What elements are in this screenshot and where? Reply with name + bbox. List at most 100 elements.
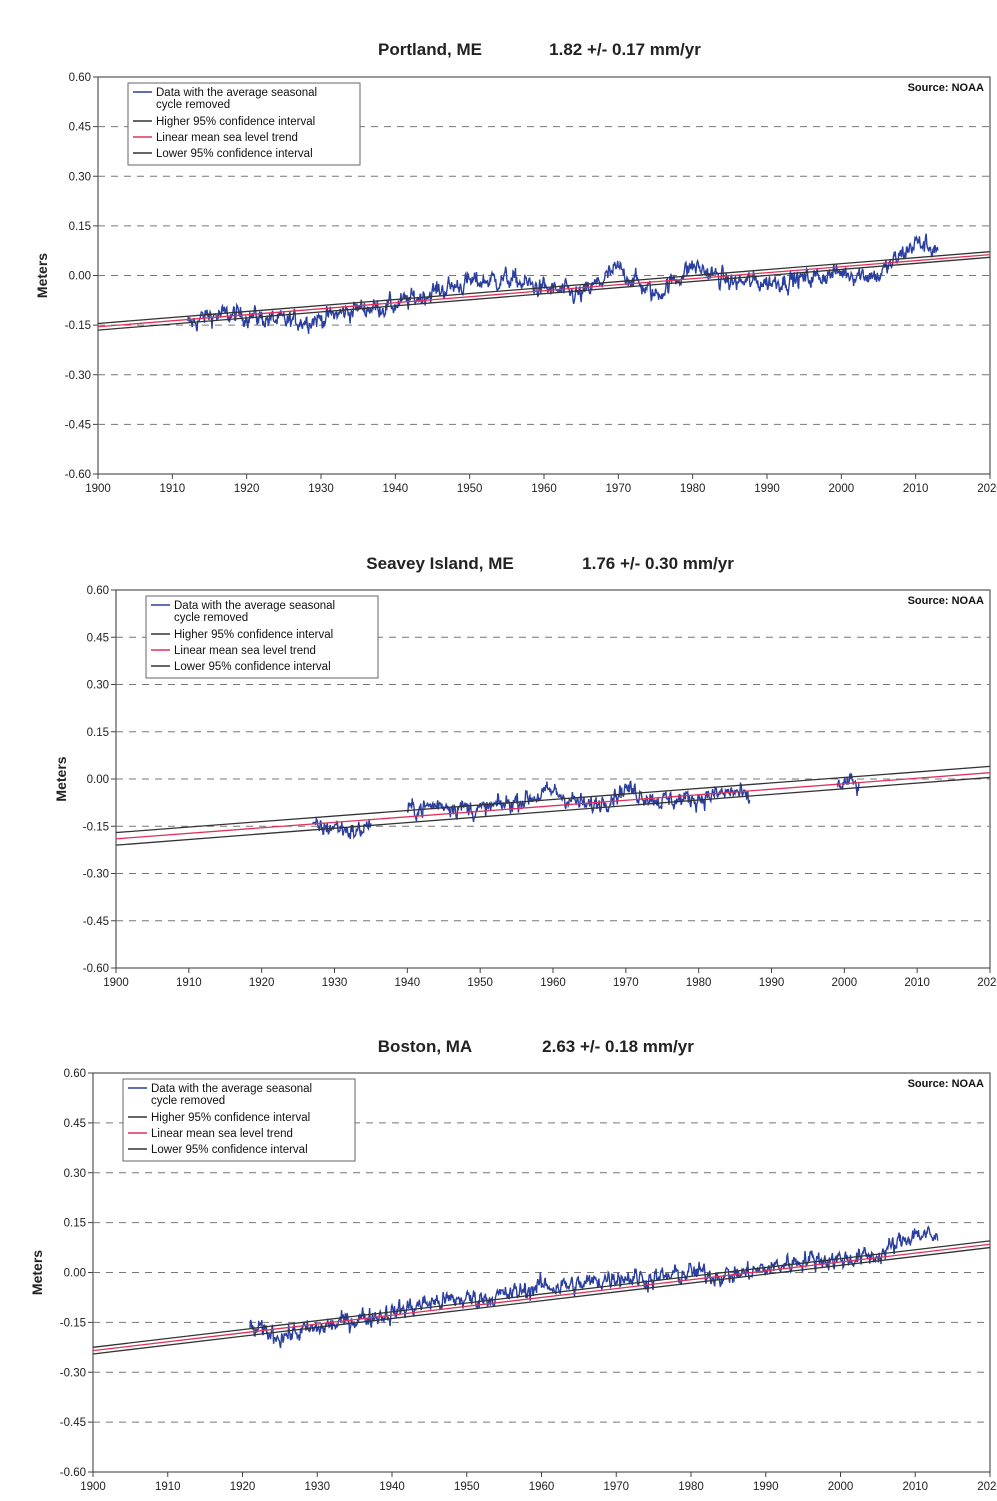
y-tick-label: 0.30 (69, 171, 91, 183)
legend-entry: Data with the average seasonal (156, 87, 317, 99)
x-tick-label: 1980 (686, 977, 712, 989)
y-tick-label: 0.30 (87, 680, 109, 692)
legend-entry: cycle removed (151, 1095, 225, 1107)
legend-entry: Higher 95% confidence interval (156, 116, 315, 128)
y-tick-label: -0.15 (60, 1317, 86, 1329)
x-tick-label: 1900 (103, 977, 129, 989)
y-tick-label: 0.00 (87, 774, 109, 786)
trend-label: 1.76 +/- 0.30 mm/yr (582, 554, 734, 573)
x-tick-label: 1910 (160, 483, 186, 495)
x-tick-label: 1970 (603, 1481, 629, 1493)
y-tick-label: -0.15 (83, 821, 109, 833)
y-tick-label: -0.45 (83, 916, 109, 928)
confidence-line (97, 256, 991, 331)
y-axis-label: Meters (29, 1250, 45, 1295)
x-tick-label: 1910 (176, 977, 202, 989)
x-tick-label: 1920 (230, 1481, 256, 1493)
y-tick-label: 0.30 (64, 1168, 86, 1180)
data-series-line (186, 233, 939, 334)
y-tick-label: -0.15 (65, 320, 91, 332)
chart-title: Boston, MA (378, 1037, 472, 1056)
x-tick-label: 1930 (304, 1481, 330, 1493)
legend-entry: Lower 95% confidence interval (174, 661, 331, 673)
legend-entry: Data with the average seasonal (151, 1083, 312, 1095)
chart-1: Portland, ME 1.82 +/- 0.17 mm/yr 0.60 0.45 0… (34, 40, 997, 495)
x-tick-label: 2000 (832, 977, 858, 989)
x-tick-label: 1950 (467, 977, 493, 989)
confidence-line (92, 1240, 991, 1348)
x-tick-label: 1990 (759, 977, 785, 989)
data-series-line (249, 1225, 939, 1349)
source-label: Source: NOAA (908, 1078, 984, 1090)
x-tick-label: 1950 (457, 483, 483, 495)
x-tick-label: 1910 (155, 1481, 181, 1493)
x-tick-label: 1920 (234, 483, 260, 495)
y-tick-label: 0.15 (64, 1218, 86, 1230)
trend-label: 2.63 +/- 0.18 mm/yr (542, 1037, 694, 1056)
x-tick-label: 1900 (85, 483, 111, 495)
y-tick-label: -0.30 (83, 869, 109, 881)
confidence-line (97, 251, 991, 325)
legend-entry: Higher 95% confidence interval (174, 629, 333, 641)
y-tick-label: 0.60 (87, 585, 109, 597)
trend-line (115, 772, 991, 840)
x-tick-label: 2010 (904, 977, 930, 989)
y-tick-label: 0.45 (87, 632, 109, 644)
x-tick-label: 1970 (613, 977, 639, 989)
chart-3: Boston, MA 2.63 +/- 0.18 mm/yr 0.60 0.45 0.3… (29, 1037, 997, 1493)
confidence-line (115, 765, 991, 834)
data-series-line (836, 772, 860, 796)
y-tick-label: -0.60 (60, 1467, 86, 1479)
y-tick-label: 0.45 (64, 1118, 86, 1130)
y-tick-label: -0.30 (65, 370, 91, 382)
x-tick-label: 2000 (829, 483, 855, 495)
y-axis-label: Meters (34, 253, 50, 298)
y-tick-label: 0.15 (69, 221, 91, 233)
trend-line (97, 254, 991, 328)
x-tick-label: 2020 (977, 1481, 997, 1493)
chart-2: Seavey Island, ME 1.76 +/- 0.30 mm/yr 0.60… (53, 554, 997, 989)
y-tick-label: -0.45 (60, 1417, 86, 1429)
x-tick-label: 1950 (454, 1481, 480, 1493)
x-tick-label: 2010 (902, 1481, 928, 1493)
legend-entry: Lower 95% confidence interval (156, 148, 313, 160)
x-tick-label: 1980 (678, 1481, 704, 1493)
trend-line (92, 1243, 991, 1352)
source-label: Source: NOAA (908, 82, 984, 94)
y-tick-label: 0.60 (64, 1068, 86, 1080)
y-tick-label: 0.15 (87, 727, 109, 739)
x-tick-label: 1920 (249, 977, 275, 989)
legend-entry: Data with the average seasonal (174, 600, 335, 612)
y-tick-label: -0.60 (83, 963, 109, 975)
x-tick-label: 1990 (754, 483, 780, 495)
y-tick-label: 0.60 (69, 72, 91, 84)
x-tick-label: 1940 (395, 977, 421, 989)
x-tick-label: 1930 (322, 977, 348, 989)
confidence-line (92, 1246, 991, 1355)
x-tick-label: 1960 (529, 1481, 555, 1493)
x-tick-label: 1990 (753, 1481, 779, 1493)
chart-title: Seavey Island, ME (366, 554, 513, 573)
trend-label: 1.82 +/- 0.17 mm/yr (549, 40, 701, 59)
legend-entry: Lower 95% confidence interval (151, 1144, 308, 1156)
chart-title: Portland, ME (378, 40, 482, 59)
y-tick-label: -0.60 (65, 469, 91, 481)
y-axis-label: Meters (53, 756, 69, 801)
x-tick-label: 1930 (308, 483, 334, 495)
x-tick-label: 2010 (903, 483, 929, 495)
x-tick-label: 1970 (606, 483, 632, 495)
y-tick-label: -0.45 (65, 419, 91, 431)
legend-entry: Higher 95% confidence interval (151, 1112, 310, 1124)
y-tick-label: -0.30 (60, 1367, 86, 1379)
x-tick-label: 1960 (540, 977, 566, 989)
x-tick-label: 1980 (680, 483, 706, 495)
x-tick-label: 2000 (828, 1481, 854, 1493)
legend-entry: Linear mean sea level trend (174, 645, 316, 657)
x-tick-label: 1940 (379, 1481, 405, 1493)
legend-entry: Linear mean sea level trend (156, 132, 298, 144)
source-label: Source: NOAA (908, 595, 984, 607)
